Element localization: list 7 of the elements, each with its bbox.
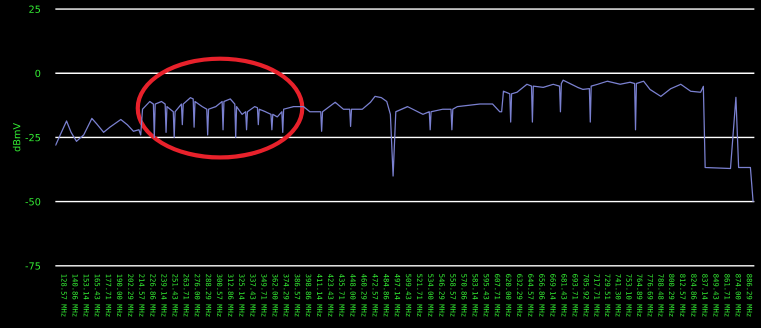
y-tick-label: -25 xyxy=(26,134,40,142)
y-tick-label: -75 xyxy=(26,262,40,270)
y-axis-title: dBmV xyxy=(12,123,20,152)
y-tick-label: 25 xyxy=(29,6,40,13)
line-series xyxy=(55,80,754,202)
y-tick-label: 0 xyxy=(35,70,40,78)
y-tick-label: -50 xyxy=(26,198,40,206)
